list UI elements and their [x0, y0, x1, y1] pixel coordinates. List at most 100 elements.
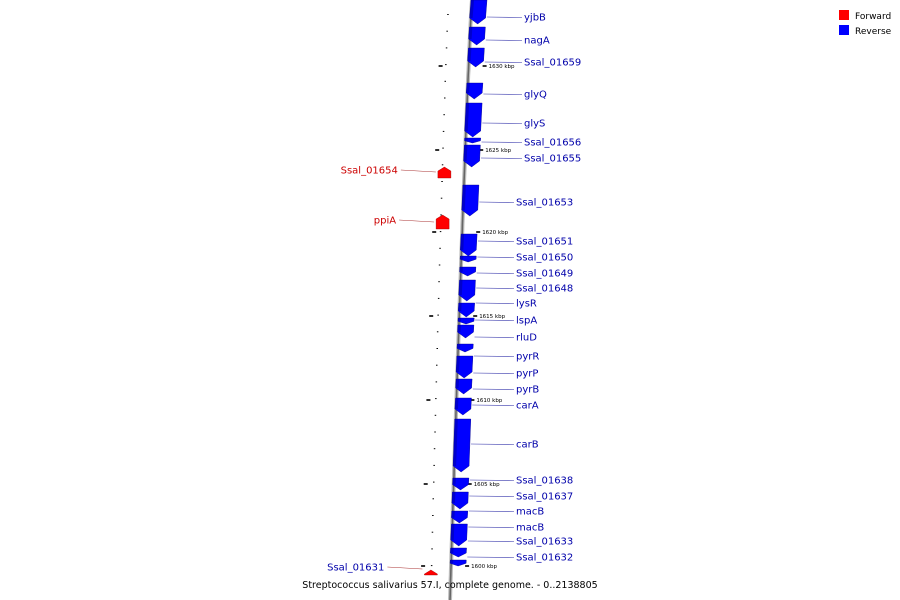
gene-rlud-arrow-shade	[457, 325, 461, 333]
minor-tick	[444, 80, 446, 82]
gene-pyrr-label: pyrR	[516, 352, 539, 363]
gene-pyrp-arrow-shade	[456, 356, 460, 372]
gene-ssal-01632-label: Ssal_01632	[516, 553, 573, 564]
gene-macb-leader	[468, 510, 515, 512]
gene-pyrr-arrow-shade	[457, 344, 461, 349]
gene-carb-leader	[470, 443, 515, 445]
gene-macb-label: macB	[516, 523, 544, 534]
major-tick-left	[435, 149, 440, 151]
gene-macb-leader	[468, 526, 515, 528]
gene-ssal-01651-arrow	[460, 233, 478, 257]
minor-tick	[431, 548, 433, 550]
minor-tick	[436, 331, 439, 333]
gene-ssal-01638-leader	[469, 479, 515, 481]
gene-ssal-01649-arrow-shade	[459, 267, 463, 272]
major-ticks: 1630 kbp 1625 kbp 1620 kbp 1615 kbp 1610 kbp…	[421, 64, 515, 570]
gene-ssal-01650-arrow	[459, 255, 477, 263]
gene-ssal-01650-leader	[477, 256, 515, 258]
gene-ssal-01655-label: Ssal_01655	[524, 154, 581, 165]
gene-rlud-arrow	[457, 324, 475, 339]
gene-ssal-01650-label: Ssal_01650	[516, 253, 573, 264]
gene-ssal-01651-leader	[477, 240, 515, 242]
gene-labels: yjbB nagA Ssal_01659 glyQ glyS Ssal_01656 Ssal…	[327, 13, 581, 574]
minor-tick	[442, 147, 444, 149]
gene-yjbb-leader	[486, 16, 523, 18]
gene-ssal-01659-arrow-shade	[467, 48, 472, 61]
gene-glys-leader	[482, 122, 523, 124]
tick-label: 1615 kbp	[479, 314, 505, 320]
gene-ppia-label: ppiA	[374, 216, 396, 227]
minor-tick	[438, 281, 440, 283]
gene-ssal-01653-arrow-shade	[461, 185, 466, 210]
gene-ssal-01638-arrow	[452, 477, 470, 491]
gene-ssal-01653-leader	[479, 201, 515, 203]
gene-glys-arrow-shade	[464, 103, 470, 131]
gene-pyrp-label: pyrP	[516, 369, 538, 380]
gene-ssal-01633-label: Ssal_01633	[516, 537, 573, 548]
tick-label: 1610 kbp	[476, 398, 502, 404]
gene-ssal-01638-arrow-shade	[452, 478, 456, 485]
major-tick-left	[438, 65, 443, 67]
gene-ssal-01648-arrow-shade	[458, 280, 463, 295]
minor-tick	[439, 231, 442, 233]
gene-naga-leader	[485, 39, 523, 41]
major-tick-left	[432, 231, 437, 233]
minor-tick	[435, 381, 438, 383]
major-tick-left	[429, 315, 434, 317]
major-tick-right	[470, 399, 475, 401]
gene-ssal-01656-leader	[481, 141, 523, 143]
minor-tick	[444, 97, 446, 99]
gene-naga-label: nagA	[524, 36, 550, 47]
legend-swatch-reverse	[839, 25, 849, 35]
legend-label-reverse: Reverse	[855, 27, 892, 37]
minor-tick	[439, 247, 441, 249]
major-tick-right	[465, 565, 470, 567]
gene-carb-arrow	[452, 418, 472, 473]
gene-cara-leader	[472, 404, 515, 406]
gene-yjbb-arrow-shade	[469, 0, 474, 18]
minor-tick	[431, 531, 434, 533]
gene-ssal-01659-label: Ssal_01659	[524, 58, 581, 69]
gene-pyrr-arrow	[456, 343, 474, 353]
tick-label: 1620 kbp	[482, 230, 508, 236]
minor-tick	[440, 214, 442, 216]
gene-pyrb-label: pyrB	[516, 385, 539, 396]
major-tick-left	[423, 483, 428, 485]
gene-rlud-leader	[474, 336, 515, 338]
minor-tick	[445, 47, 448, 49]
gene-macb-arrow-shade	[450, 524, 455, 540]
minor-tick	[438, 264, 441, 266]
major-tick-right	[479, 149, 484, 151]
gene-ssal-01648-leader	[476, 287, 515, 289]
legend-label-forward: Forward	[855, 12, 891, 22]
minor-tick	[432, 515, 434, 516]
gene-ssal-01656-label: Ssal_01656	[524, 138, 581, 149]
minor-tick	[445, 64, 447, 66]
gene-ssal-01637-arrow-shade	[451, 492, 456, 503]
legend-swatch-forward	[839, 10, 849, 20]
tick-label: 1605 kbp	[474, 482, 500, 488]
gene-carb-label: carB	[516, 440, 539, 451]
gene-lspa-arrow-shade	[458, 318, 462, 322]
gene-ssal-01654-leader	[400, 169, 436, 173]
minor-tick	[433, 464, 435, 466]
minor-tick	[441, 164, 444, 166]
minor-tick	[437, 314, 439, 316]
gene-ssal-01651-arrow-shade	[460, 234, 465, 250]
gene-ssal-01631-label: Ssal_01631	[327, 563, 384, 574]
gene-glyq-label: glyQ	[524, 90, 547, 101]
gene-ssal-01632-leader	[467, 556, 515, 558]
gene-ssal-01656-arrow	[464, 137, 481, 144]
gene-features	[424, 0, 488, 576]
legend: Forward Reverse	[839, 10, 892, 37]
minor-tick	[440, 197, 443, 199]
gene-ssal-01655-arrow-shade	[463, 145, 468, 161]
gene-ssal-01649-leader	[476, 272, 515, 274]
major-tick-right	[467, 483, 472, 485]
tick-label: 1600 kbp	[471, 564, 497, 570]
minor-tick	[446, 30, 448, 32]
minor-tick	[443, 114, 445, 116]
gene-ssal-01633-leader	[467, 540, 515, 542]
gene-pyrp-leader	[473, 372, 515, 374]
gene-ssal-01637-leader	[469, 495, 515, 497]
